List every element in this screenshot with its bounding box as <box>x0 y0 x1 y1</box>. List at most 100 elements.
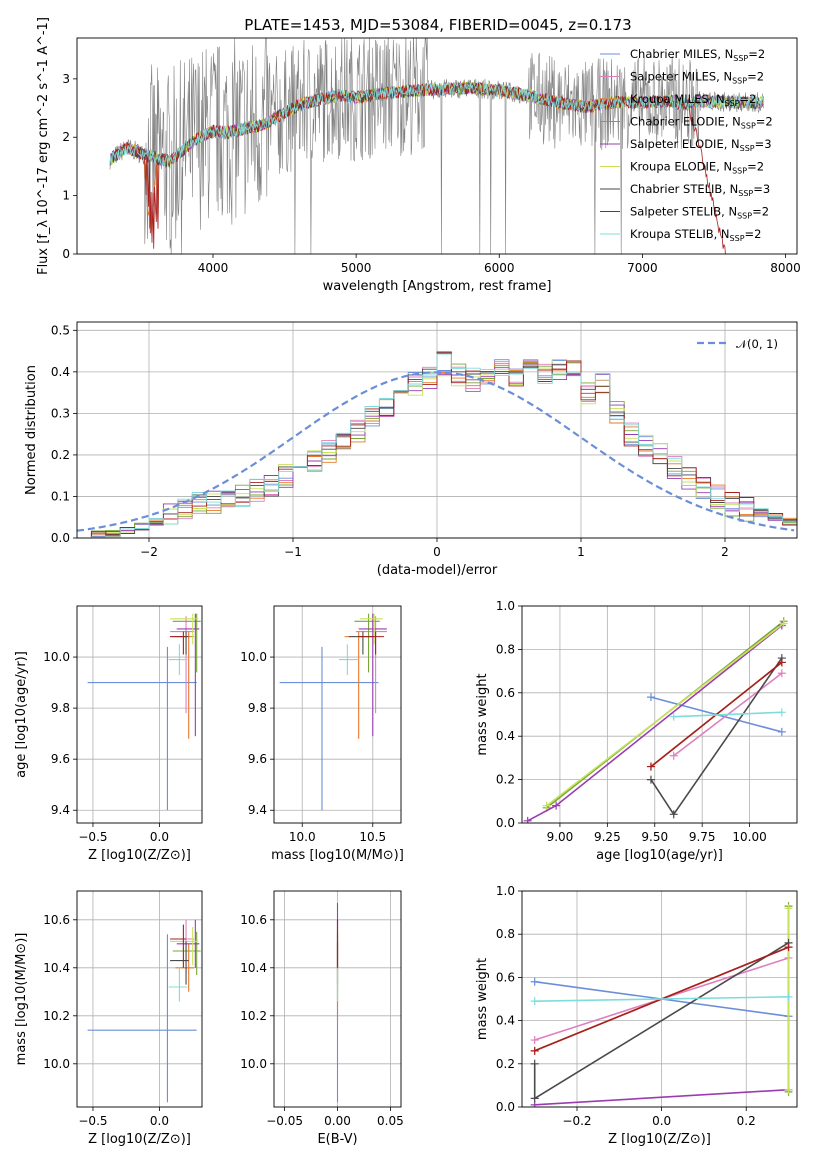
plot-area <box>87 919 201 1103</box>
x-tick-label: −0.5 <box>78 1114 107 1128</box>
y-tick-label: 0.3 <box>51 406 70 420</box>
y-tick-label: 9.4 <box>248 803 267 817</box>
x-tick-label: 9.00 <box>547 830 574 844</box>
legend-entry: Salpeter MILES, NSSP=2 <box>630 70 764 86</box>
plot-area <box>77 351 797 538</box>
x-axis-label: E(B-V) <box>317 1132 357 1147</box>
weight-marker <box>669 712 678 721</box>
y-tick-label: 9.4 <box>51 803 70 817</box>
weight-marker <box>784 904 793 913</box>
axes-frame: −0.5 0.0 9.4 9.6 9.8 10.0 Z [log10(Z/Z⊙)] age [… <box>14 605 203 863</box>
y-tick-label: 1.0 <box>496 884 515 898</box>
chart-spectrum: 4000 5000 6000 7000 8000 0 1 2 3 wavelength [Angs… <box>36 17 801 294</box>
y-tick-label: 0.8 <box>496 927 515 941</box>
y-tick-label: 0.6 <box>496 686 515 700</box>
legend-entry: Kroupa STELIB, NSSP=2 <box>630 227 761 243</box>
y-tick-label: 0.5 <box>51 323 70 337</box>
legend-entry: Chabrier STELIB, NSSP=3 <box>630 182 770 198</box>
x-tick-label: 9.50 <box>641 830 668 844</box>
x-tick-label: 0 <box>433 545 441 559</box>
y-axis-label: Flux [f_λ 10^-17 erg cm^-2 s^-1 A^-1] <box>36 17 51 275</box>
legend: Chabrier MILES, NSSP=2 Salpeter MILES, NS… <box>600 47 773 243</box>
x-tick-label: 0.0 <box>150 1114 169 1128</box>
weight-line-kroupa-elodie <box>546 622 785 807</box>
plot-area <box>530 902 793 1107</box>
normal-curve <box>77 371 795 532</box>
weight-marker <box>542 801 551 810</box>
legend-entry: Kroupa MILES, NSSP=2 <box>630 92 756 108</box>
chart-mass_vs_Z: −0.5 0.0 10.0 10.2 10.4 10.6 Z [log10(Z/Z⊙)] ma… <box>14 890 203 1147</box>
weight-marker <box>646 693 655 702</box>
plot-area <box>523 617 788 823</box>
x-tick-label: −0.05 <box>266 1114 303 1128</box>
weight-marker <box>669 810 678 819</box>
axes-frame: −0.5 0.0 10.0 10.2 10.4 10.6 Z [log10(Z/Z⊙)] ma… <box>14 890 203 1147</box>
y-axis-label: mass weight <box>475 958 490 1040</box>
weight-line-kroupa-stelib <box>534 996 789 1002</box>
y-tick-label: 10.2 <box>43 1009 70 1023</box>
y-tick-label: 3 <box>62 72 70 86</box>
plot-area <box>279 613 387 811</box>
x-tick-label: 6000 <box>484 261 515 275</box>
x-tick-label: 0.0 <box>652 1114 671 1128</box>
weight-marker <box>669 751 678 760</box>
x-tick-label: 10.00 <box>732 830 766 844</box>
x-axis-label: Z [log10(Z/Z⊙)] <box>88 1132 191 1147</box>
y-tick-label: 10.0 <box>43 1057 70 1071</box>
y-tick-label: 10.2 <box>240 1009 267 1023</box>
axes-frame: 10.0 10.5 9.4 9.6 9.8 10.0 mass [log10(M/M⊙)] <box>240 605 404 863</box>
y-tick-label: 0.4 <box>51 365 70 379</box>
weight-line-salpeter-elodie <box>534 1088 789 1106</box>
y-tick-label: 9.6 <box>51 752 70 766</box>
x-tick-label: 0.05 <box>377 1114 404 1128</box>
axes-frame: −0.05 0.00 0.05 10.0 10.2 10.4 10.6 E(B-V) <box>240 890 404 1147</box>
chart-age_vs_mass: 10.0 10.5 9.4 9.6 9.8 10.0 mass [log10(M/M⊙)] <box>240 605 404 863</box>
x-axis-label: wavelength [Angstrom, rest frame] <box>323 279 552 294</box>
chart-mass_vs_ebv: −0.05 0.00 0.05 10.0 10.2 10.4 10.6 E(B-V) <box>240 890 404 1147</box>
y-tick-label: 10.0 <box>43 650 70 664</box>
axes-border <box>521 605 798 824</box>
chart-residuals: −2 −1 0 1 2 0.0 0.1 0.2 0.3 0.4 0.5 (data-model)/er… <box>24 321 798 578</box>
figure-title: PLATE=1453, MJD=53084, FIBERID=0045, z=0… <box>244 16 631 34</box>
x-tick-label: −0.2 <box>562 1114 591 1128</box>
weight-line-kroupa-stelib <box>673 711 782 718</box>
x-tick-label: −1 <box>284 545 302 559</box>
y-tick-label: 1.0 <box>496 599 515 613</box>
y-tick-label: 0.2 <box>496 773 515 787</box>
y-axis-label: age [log10(age/yr)] <box>14 651 29 778</box>
axes-border <box>76 890 203 1108</box>
legend-entry: Chabrier MILES, NSSP=2 <box>630 47 765 63</box>
x-tick-label: 9.75 <box>689 830 716 844</box>
axes-border <box>76 37 798 255</box>
y-tick-label: 1 <box>62 189 70 203</box>
y-tick-label: 9.8 <box>248 701 267 715</box>
y-tick-label: 0.4 <box>496 729 515 743</box>
weight-marker <box>552 801 561 810</box>
weight-marker <box>523 816 532 823</box>
x-tick-label: −2 <box>140 545 158 559</box>
weight-marker <box>784 943 793 952</box>
y-tick-label: 9.8 <box>51 701 70 715</box>
y-tick-label: 2 <box>62 130 70 144</box>
y-tick-label: 10.0 <box>240 650 267 664</box>
y-tick-label: 0.0 <box>51 531 70 545</box>
x-tick-label: 8000 <box>770 261 801 275</box>
chart-massweight_vs_Z: −0.2 0.0 0.2 0.0 0.2 0.4 0.6 0.8 1.0 Z [log10(Z/Z… <box>475 884 798 1147</box>
histogram-kroupa-stelib <box>77 353 797 538</box>
y-tick-label: 0.0 <box>496 816 515 830</box>
weight-marker <box>530 977 539 986</box>
y-tick-label: 0.6 <box>496 970 515 984</box>
y-tick-label: 9.6 <box>248 752 267 766</box>
y-tick-label: 0 <box>62 247 70 261</box>
axes-border <box>76 605 203 824</box>
x-axis-label: mass [log10(M/M⊙)] <box>271 848 404 863</box>
weight-marker <box>530 1036 539 1045</box>
weight-marker <box>777 727 786 736</box>
y-tick-label: 0.0 <box>496 1100 515 1114</box>
axes-border <box>521 890 798 1108</box>
x-tick-label: 1 <box>577 545 585 559</box>
y-axis-label: mass [log10(M/M⊙)] <box>14 933 29 1066</box>
plot-area <box>87 613 201 811</box>
y-tick-label: 0.4 <box>496 1014 515 1028</box>
legend-entry: 𝒩(0, 1) <box>736 337 778 351</box>
